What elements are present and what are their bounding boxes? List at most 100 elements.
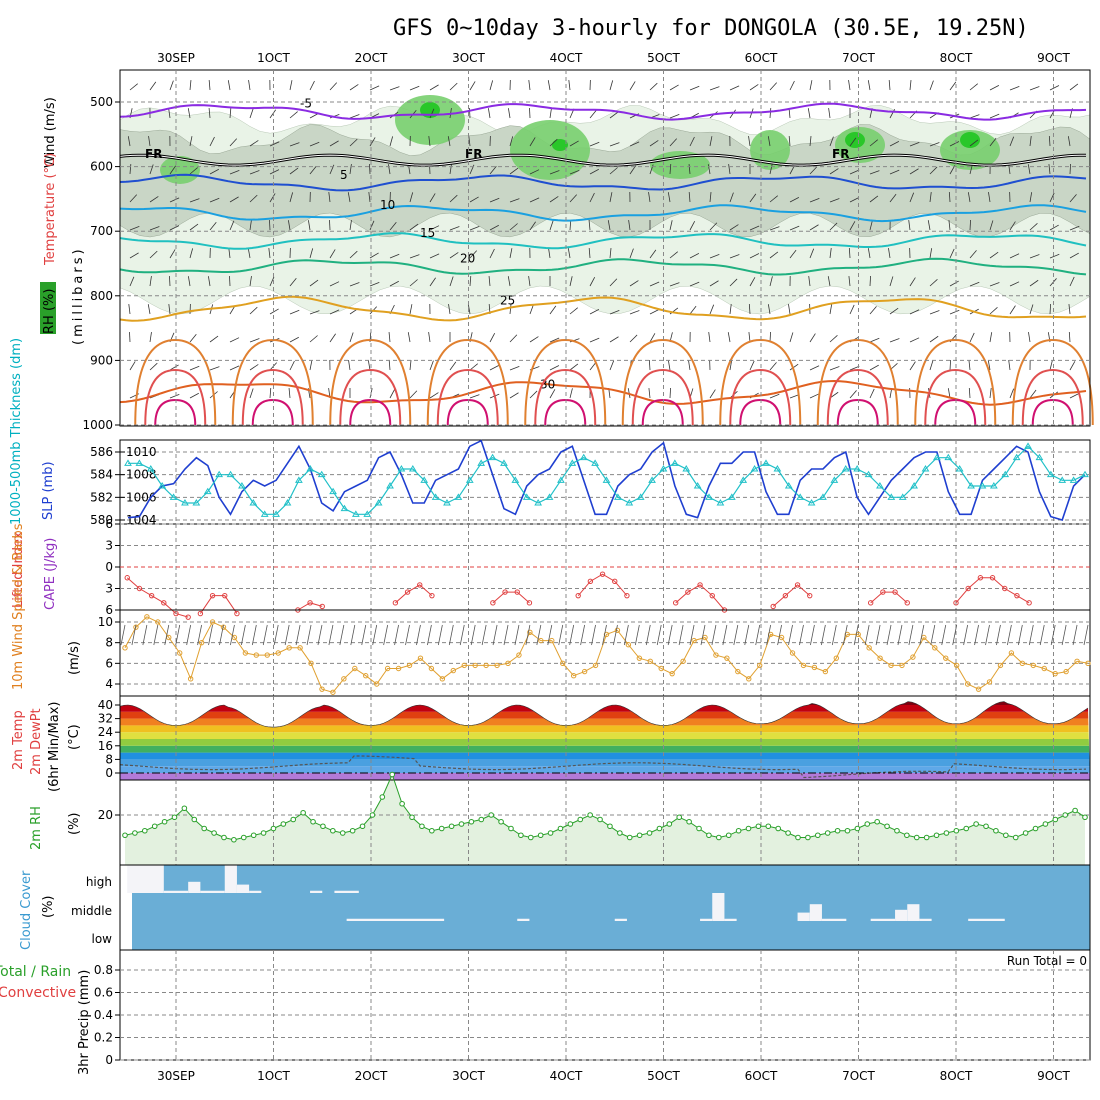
wind-barb: [807, 108, 811, 119]
wind-barb: [869, 275, 871, 287]
wind-barb: [269, 276, 275, 287]
wind10m-point: [527, 629, 533, 636]
wind-barb: [809, 198, 820, 203]
wind10m-point: [330, 689, 336, 695]
wind10m-point: [997, 662, 1004, 669]
wind-barb: [149, 81, 157, 91]
wind10m-barb: [317, 624, 323, 646]
thickness-line: [127, 439, 1086, 521]
cloud-middle-bar: [968, 918, 1005, 921]
wind-barb: [589, 168, 599, 175]
rh2m-area: [125, 774, 1085, 865]
wind-barb: [349, 84, 359, 91]
wind-barb: [989, 282, 1000, 287]
wind-barb: [949, 309, 960, 315]
wind-barb: [929, 335, 939, 343]
rh2m-point: [775, 825, 781, 832]
low-level-isotherm: [826, 368, 889, 426]
wind10m-point: [669, 670, 675, 677]
cloud-middle-bar: [797, 912, 810, 921]
wind-barb: [229, 220, 235, 231]
y-tick-label: 8: [105, 636, 113, 650]
wind-barb: [147, 304, 151, 315]
cloud-middle-label: middle: [71, 904, 112, 918]
wind-barb: [749, 193, 757, 203]
slp-point: [169, 493, 178, 500]
wind-barb: [489, 365, 500, 371]
lifted-index-point: [965, 585, 971, 592]
lifted-index-point: [880, 589, 886, 595]
wind10m-barb: [875, 624, 881, 646]
slp-point: [465, 476, 474, 483]
wind-barb: [409, 223, 419, 231]
y-tick-label: 800: [90, 289, 113, 303]
wind-barb: [547, 80, 551, 91]
wind-barb: [829, 335, 838, 343]
wind-barb: [229, 275, 231, 287]
wind10m-point: [658, 665, 664, 672]
rh-high-area: [395, 95, 465, 145]
y-tick-label: 6: [105, 656, 113, 670]
rh2m-point: [211, 830, 217, 836]
wind10m-barb: [591, 624, 596, 646]
wind-barb: [249, 194, 258, 203]
bottom-date-label: 3OCT: [452, 1069, 485, 1083]
wind10m-barb: [678, 624, 684, 646]
wind-barb: [589, 309, 600, 315]
wind-barb: [529, 197, 540, 203]
wind-barb: [609, 80, 614, 91]
wind10m-barb: [985, 624, 990, 646]
slp-point: [363, 510, 372, 517]
lifted-index-panel: 6 3 0 3 6: [105, 517, 1091, 620]
wind-barb: [929, 360, 934, 371]
wind-barb: [809, 80, 813, 91]
y-tick-label: 0.6: [94, 986, 113, 1000]
wind10m-barb: [481, 624, 487, 646]
lifted-index-point: [502, 589, 508, 595]
rh2m-point: [696, 825, 702, 832]
lifted-index-point: [953, 600, 959, 606]
wind-barb: [667, 192, 671, 203]
wind10m-barb: [547, 624, 553, 646]
wind10m-point: [888, 662, 894, 669]
wind10m-barb: [613, 624, 618, 646]
wind10m-barb: [996, 624, 1001, 646]
wind-barb: [829, 248, 832, 259]
slp-point: [511, 476, 520, 483]
slp-point: [579, 453, 588, 461]
slp-point: [226, 470, 235, 478]
wind-barb: [929, 80, 934, 91]
wind-barb: [509, 248, 513, 259]
slp-point: [614, 493, 622, 500]
wind10m-barb: [722, 624, 728, 646]
wind10m-barb: [131, 624, 137, 646]
cloud-high-bar: [310, 890, 323, 893]
wind-barb: [449, 226, 460, 231]
wind-barb: [948, 220, 951, 231]
wind-barb: [308, 220, 311, 231]
wind-barb: [369, 252, 379, 259]
wind10m-barb: [361, 624, 367, 646]
wind10m-barb: [1028, 624, 1034, 646]
wind-barb: [1029, 86, 1040, 91]
wind-barb: [989, 113, 1000, 119]
wind-barb: [389, 86, 400, 91]
y-tick-label: 0.8: [94, 963, 113, 977]
wind10m-point: [177, 650, 183, 656]
wind-barb: [649, 249, 657, 259]
low-level-isotherm: [154, 398, 197, 426]
panel-frame: [119, 949, 1091, 1061]
wind-barb: [569, 388, 573, 399]
wind-barb: [709, 86, 720, 91]
lifted-index-line: [772, 584, 811, 607]
wind-barb: [867, 248, 871, 259]
wind-barb: [509, 223, 518, 231]
wind-barb: [289, 360, 295, 371]
wind-barb: [969, 219, 971, 231]
wind-barb: [549, 305, 557, 315]
wind-barb: [549, 337, 560, 343]
wind10m-barb: [405, 624, 410, 646]
rh2m-point: [508, 825, 514, 832]
wind10m-barb: [492, 624, 498, 646]
wind10m-point: [713, 652, 719, 658]
